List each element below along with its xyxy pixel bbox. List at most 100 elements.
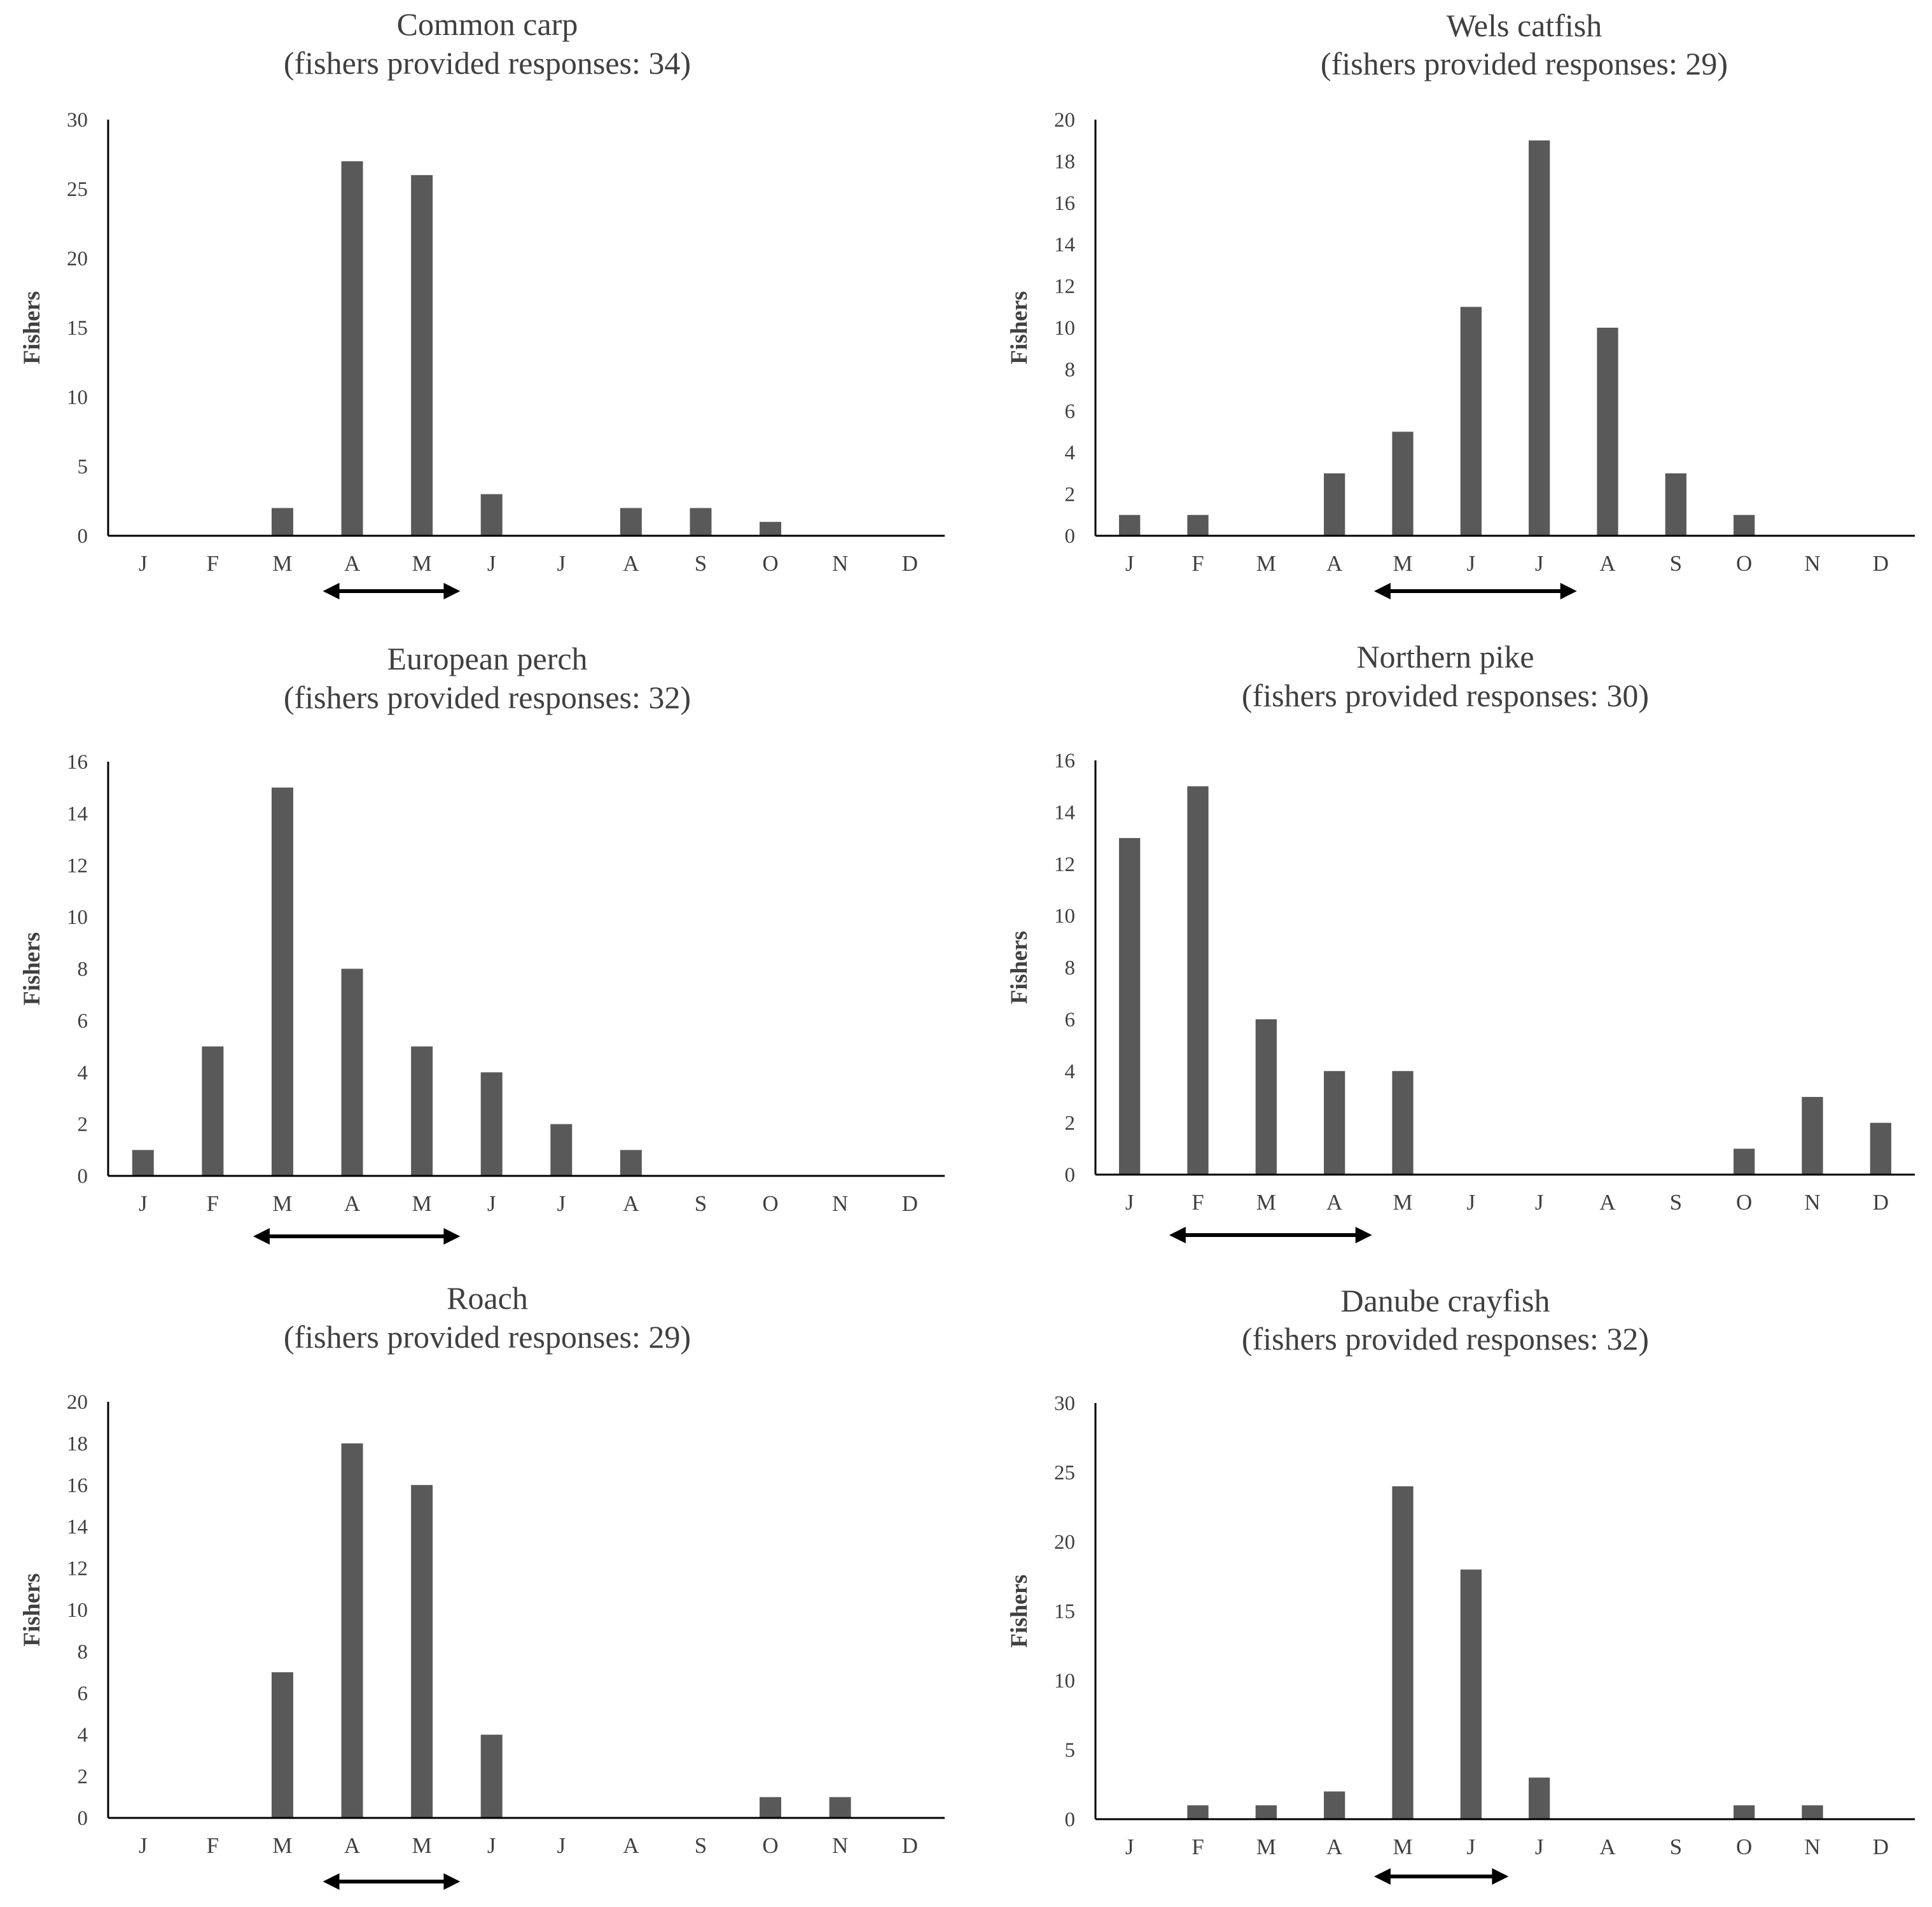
chart-danube-crayfish: Danube crayfish (fishers provided respons… bbox=[966, 1273, 1932, 1907]
y-tick-label: 2 bbox=[1065, 484, 1076, 506]
x-tick-label: D bbox=[1873, 1190, 1889, 1215]
chart-title: Roach bbox=[447, 1280, 528, 1316]
chart-subtitle: (fishers provided responses: 29) bbox=[284, 1319, 691, 1355]
x-tick-label: D bbox=[902, 1833, 918, 1858]
x-tick-label: M bbox=[412, 551, 432, 576]
bar bbox=[271, 508, 293, 536]
arrow-head-left bbox=[1373, 1868, 1391, 1885]
x-tick-label: M bbox=[1393, 1834, 1412, 1859]
arrow-head-right bbox=[443, 1228, 461, 1245]
bar bbox=[1734, 1149, 1755, 1175]
x-tick-label: J bbox=[1125, 1190, 1134, 1215]
x-tick-label: J bbox=[139, 551, 148, 576]
y-axis-label: Fishers bbox=[19, 932, 45, 1005]
bar bbox=[1734, 1805, 1755, 1819]
x-tick-label: J bbox=[557, 551, 566, 576]
y-tick-label: 5 bbox=[1065, 1739, 1076, 1762]
x-tick-label: S bbox=[695, 1833, 707, 1858]
bar bbox=[1324, 1791, 1345, 1819]
y-tick-label: 14 bbox=[1054, 801, 1075, 824]
x-tick-label: M bbox=[412, 1833, 432, 1858]
x-tick-label: A bbox=[1326, 551, 1343, 576]
x-tick-label: O bbox=[762, 1833, 778, 1858]
bar bbox=[1597, 328, 1618, 536]
y-tick-label: 16 bbox=[1054, 192, 1075, 215]
x-tick-label: N bbox=[1804, 1834, 1820, 1859]
y-axis-label: Fishers bbox=[19, 291, 45, 364]
bar bbox=[411, 175, 433, 536]
y-tick-label: 12 bbox=[67, 1558, 88, 1581]
x-tick-label: F bbox=[1192, 551, 1204, 576]
x-tick-label: M bbox=[412, 1191, 432, 1216]
y-tick-label: 6 bbox=[78, 1682, 88, 1705]
chart-roach: Roach (fishers provided responses: 29) Fis… bbox=[0, 1273, 966, 1907]
x-tick-label: J bbox=[1535, 1190, 1544, 1215]
x-tick-label: S bbox=[1670, 1834, 1682, 1859]
bar bbox=[1187, 1805, 1209, 1819]
y-tick-label: 20 bbox=[67, 1391, 88, 1414]
bar bbox=[132, 1150, 154, 1176]
arrow-head-left bbox=[323, 583, 340, 599]
y-tick-label: 4 bbox=[1065, 442, 1076, 465]
arrow-head-left bbox=[253, 1228, 270, 1245]
x-tick-label: A bbox=[344, 1833, 361, 1858]
spawning-period-arrow bbox=[253, 1228, 461, 1245]
y-tick-label: 18 bbox=[1054, 150, 1075, 173]
x-tick-label: M bbox=[1256, 1834, 1276, 1859]
y-tick-label: 10 bbox=[67, 906, 88, 929]
x-tick-label: D bbox=[902, 551, 918, 576]
x-tick-label: A bbox=[344, 1191, 361, 1216]
y-tick-label: 16 bbox=[67, 751, 88, 774]
y-tick-label: 6 bbox=[1065, 1009, 1076, 1031]
x-tick-label: A bbox=[1326, 1834, 1343, 1859]
x-tick-label: F bbox=[207, 1833, 219, 1858]
bar bbox=[620, 508, 642, 536]
bar bbox=[1460, 1569, 1482, 1819]
y-tick-label: 30 bbox=[67, 109, 88, 132]
bar bbox=[1734, 515, 1755, 536]
y-tick-label: 5 bbox=[78, 456, 88, 478]
y-axis-label: Fishers bbox=[19, 1573, 45, 1646]
y-tick-label: 0 bbox=[78, 525, 88, 548]
x-tick-label: J bbox=[487, 1191, 496, 1216]
x-tick-label: A bbox=[623, 1833, 639, 1858]
x-tick-label: J bbox=[1467, 1190, 1476, 1215]
bar bbox=[690, 508, 712, 536]
chart-title: Danube crayfish bbox=[1340, 1283, 1550, 1318]
x-tick-label: A bbox=[344, 551, 361, 576]
bar bbox=[1392, 431, 1414, 536]
x-tick-label: A bbox=[1326, 1190, 1343, 1215]
y-tick-label: 14 bbox=[67, 802, 88, 825]
x-tick-label: O bbox=[1736, 551, 1752, 576]
x-tick-label: J bbox=[1467, 551, 1476, 576]
x-tick-label: S bbox=[1670, 551, 1682, 576]
x-tick-label: A bbox=[1599, 1190, 1616, 1215]
y-tick-label: 12 bbox=[1054, 276, 1075, 298]
x-tick-label: N bbox=[1804, 551, 1820, 576]
spawning-period-arrow bbox=[323, 1873, 461, 1890]
y-tick-label: 10 bbox=[67, 1599, 88, 1622]
spawning-period-arrow bbox=[1169, 1227, 1372, 1243]
bar bbox=[202, 1046, 224, 1176]
x-tick-label: M bbox=[272, 1833, 292, 1858]
y-tick-label: 14 bbox=[1054, 234, 1075, 256]
x-tick-label: J bbox=[1535, 551, 1544, 576]
chart-european-perch: European perch (fishers provided response… bbox=[0, 630, 966, 1273]
y-tick-label: 2 bbox=[78, 1114, 88, 1136]
y-tick-label: 10 bbox=[1054, 905, 1075, 928]
y-tick-label: 4 bbox=[78, 1061, 88, 1084]
x-tick-label: O bbox=[762, 551, 778, 576]
y-tick-label: 2 bbox=[1065, 1112, 1076, 1135]
y-tick-label: 14 bbox=[67, 1516, 88, 1539]
bar bbox=[1460, 307, 1482, 536]
x-tick-label: S bbox=[1670, 1190, 1682, 1215]
arrow-head-right bbox=[1492, 1868, 1509, 1885]
x-tick-label: N bbox=[1804, 1190, 1820, 1215]
chart-subtitle: (fishers provided responses: 34) bbox=[284, 45, 691, 81]
bar bbox=[411, 1046, 433, 1176]
y-tick-label: 10 bbox=[1054, 1670, 1075, 1693]
y-tick-label: 18 bbox=[67, 1432, 88, 1455]
y-tick-label: 0 bbox=[1065, 525, 1076, 548]
chart-title: Common carp bbox=[397, 6, 578, 42]
x-tick-label: J bbox=[557, 1191, 566, 1216]
